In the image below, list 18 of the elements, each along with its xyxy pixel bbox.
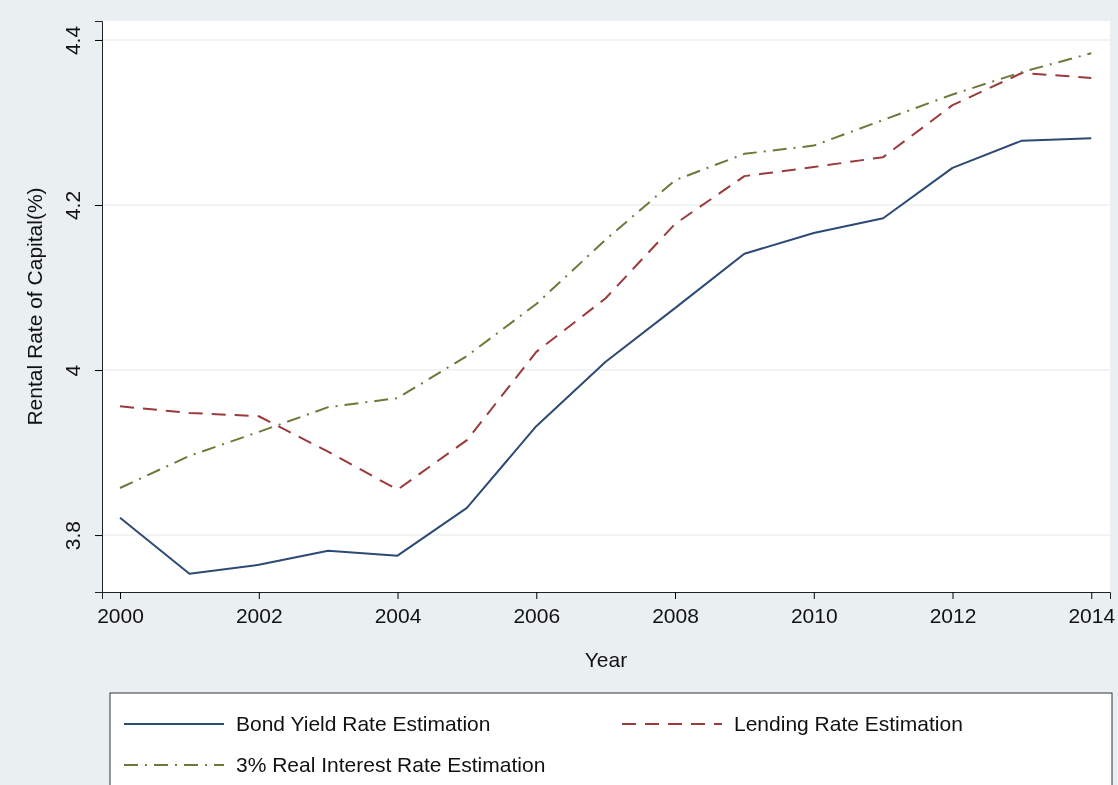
y-axis-title: Rental Rate of Capital(%) [23,187,46,426]
y-tick-label: 4 [61,364,84,377]
legend-label: 3% Real Interest Rate Estimation [236,753,546,776]
y-tick-label: 3.8 [61,520,84,551]
x-tick-label: 2004 [374,604,422,627]
legend-label: Bond Yield Rate Estimation [236,712,491,735]
x-tick-label: 2002 [235,604,283,627]
x-tick-label: 2014 [1068,604,1116,627]
y-tick-label: 4.2 [61,190,84,221]
x-axis-title: Year [584,648,628,671]
x-tick-label: 2000 [97,604,144,627]
x-tick-label: 2008 [652,604,699,627]
line-series [119,137,1093,575]
x-tick-label: 2012 [929,604,977,627]
y-tick-label: 4.4 [61,25,84,56]
legend-label: Lending Rate Estimation [734,712,963,735]
x-tick-label: 2006 [513,604,561,627]
x-tick-label: 2010 [790,604,838,627]
